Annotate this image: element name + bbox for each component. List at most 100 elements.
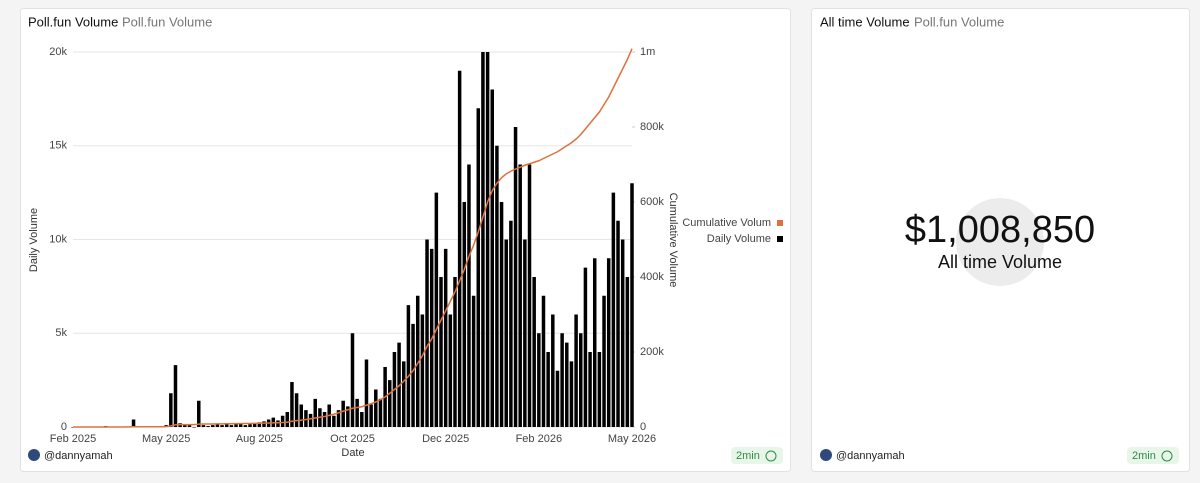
bar [583, 267, 588, 427]
bar [206, 426, 210, 427]
bar [234, 424, 238, 427]
bar [183, 425, 187, 427]
bar [560, 333, 564, 427]
bar [499, 202, 504, 427]
bar [448, 314, 453, 427]
bar [388, 380, 392, 427]
chart-subtitle: Poll.fun Volume [122, 14, 212, 29]
bar [406, 305, 411, 427]
bar [187, 425, 192, 427]
bar [597, 352, 602, 427]
counter-label: All time Volume [938, 252, 1062, 272]
y-tick-label: 20k [49, 46, 67, 58]
y-tick-label: 0 [61, 421, 67, 433]
bar [565, 342, 569, 427]
bar [299, 404, 304, 427]
bar [541, 295, 546, 427]
bar [602, 295, 606, 427]
bar [355, 398, 359, 427]
legend-label: Cumulative Volum [682, 217, 771, 229]
bar [457, 70, 462, 427]
bar [131, 419, 136, 427]
bar [504, 239, 508, 427]
bar [443, 248, 448, 427]
bar [527, 164, 532, 427]
bar [262, 421, 266, 427]
bar [290, 382, 294, 427]
bar [360, 412, 364, 427]
bar [211, 425, 215, 427]
x-tick-label: Feb 2026 [516, 433, 562, 445]
bar [294, 393, 299, 427]
bar [332, 415, 336, 427]
x-tick-label: Oct 2025 [330, 433, 375, 445]
bar [220, 425, 224, 427]
line [73, 48, 633, 428]
refresh-time: 2min [1132, 450, 1156, 462]
bar [453, 277, 457, 427]
bar [476, 108, 481, 427]
avatar [28, 449, 40, 461]
bar [238, 423, 243, 427]
bar [411, 323, 415, 427]
bar [555, 370, 560, 427]
bar [192, 427, 196, 428]
bar [169, 393, 173, 427]
bar [229, 425, 234, 427]
bar [490, 89, 494, 427]
x-tick-label: Aug 2025 [236, 433, 283, 445]
bar [401, 361, 406, 427]
bar [364, 359, 369, 427]
bar [481, 52, 485, 427]
bar [532, 277, 536, 427]
refresh-time: 2min [736, 450, 760, 462]
bar [248, 424, 252, 427]
x-tick-label: Feb 2025 [50, 433, 96, 445]
bar [588, 352, 592, 427]
bar [471, 295, 476, 427]
chart-title[interactable]: Poll.fun Volume [28, 14, 118, 29]
x-tick-label: Dec 2025 [422, 433, 469, 445]
counter-subtitle: Poll.fun Volume [914, 14, 1004, 29]
y2-tick-label: 0 [640, 421, 646, 433]
bar [625, 277, 630, 427]
bar [252, 423, 257, 427]
avatar [820, 449, 832, 461]
bar [201, 425, 206, 427]
bar [611, 192, 616, 427]
bar [378, 398, 383, 427]
bar [579, 333, 583, 427]
bar [546, 352, 550, 427]
bar [374, 389, 378, 427]
bar [308, 413, 313, 427]
bar [509, 220, 513, 427]
y2-tick-label: 600k [640, 196, 664, 208]
x-tick-label: May 2026 [608, 433, 656, 445]
author[interactable]: @dannyamah [836, 450, 905, 462]
counter-title[interactable]: All time Volume [820, 14, 910, 29]
refresh-icon [765, 450, 777, 462]
bar [346, 406, 350, 427]
bar [495, 145, 499, 427]
bar [523, 239, 527, 427]
bar [620, 239, 625, 427]
bar [462, 202, 467, 427]
author[interactable]: @dannyamah [44, 450, 113, 462]
bar [215, 424, 220, 427]
bar [537, 333, 541, 427]
bar [313, 398, 317, 427]
bar [569, 361, 574, 427]
bar [304, 410, 308, 427]
bar [425, 239, 429, 427]
bar [551, 314, 555, 427]
y2-tick-label: 400k [640, 271, 664, 283]
y-tick-label: 5k [55, 327, 67, 339]
bar [257, 422, 262, 427]
y2-tick-label: 200k [640, 346, 664, 358]
bar [630, 183, 634, 427]
counter-value: $1,008,850 [905, 209, 1095, 251]
bar [322, 412, 327, 427]
bar [434, 192, 439, 427]
